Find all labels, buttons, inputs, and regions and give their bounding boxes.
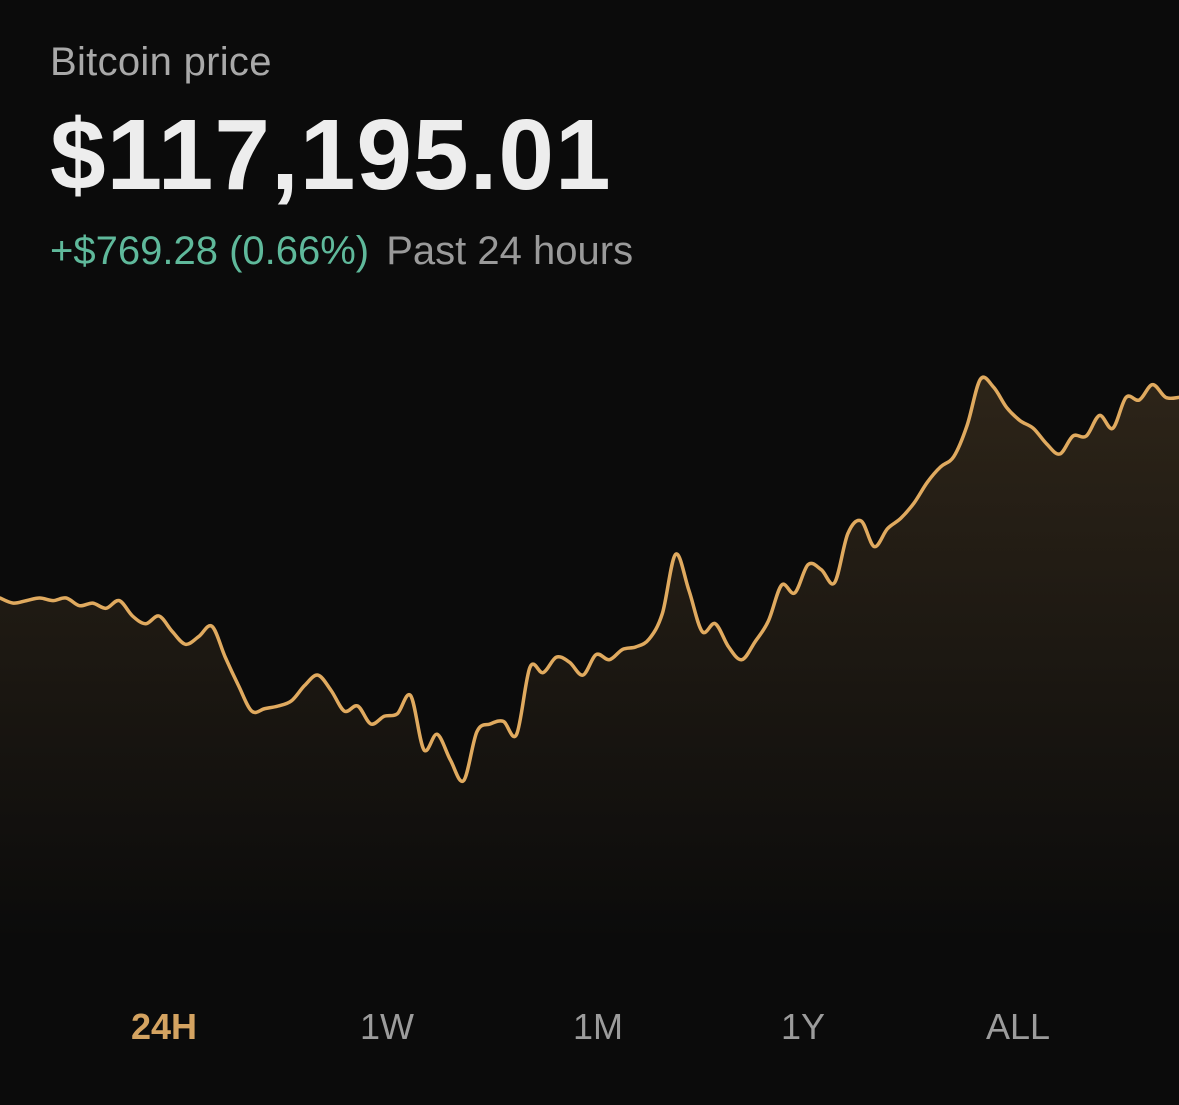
time-range-selector: 24H 1W 1M 1Y ALL [0, 1000, 1179, 1060]
price-header: Bitcoin price $117,195.01 +$769.28 (0.66… [50, 36, 1139, 276]
chart-price-line [0, 375, 1179, 784]
range-all-button[interactable]: ALL [985, 1006, 1051, 1047]
chart-area-fill [0, 377, 1179, 940]
range-1y-button[interactable]: 1Y [780, 1006, 826, 1047]
range-1m-button[interactable]: 1M [572, 1006, 624, 1047]
price-change: +$769.28 (0.66%) [50, 229, 370, 273]
asset-title: Bitcoin price [50, 40, 272, 84]
range-1w-button[interactable]: 1W [360, 1006, 414, 1047]
change-period: Past 24 hours [386, 229, 634, 273]
range-24h-button[interactable]: 24H [130, 1006, 198, 1047]
current-price: $117,195.01 [50, 99, 612, 211]
price-change-row: +$769.28 (0.66%) Past 24 hours [50, 226, 1139, 276]
price-chart[interactable] [0, 310, 1179, 940]
